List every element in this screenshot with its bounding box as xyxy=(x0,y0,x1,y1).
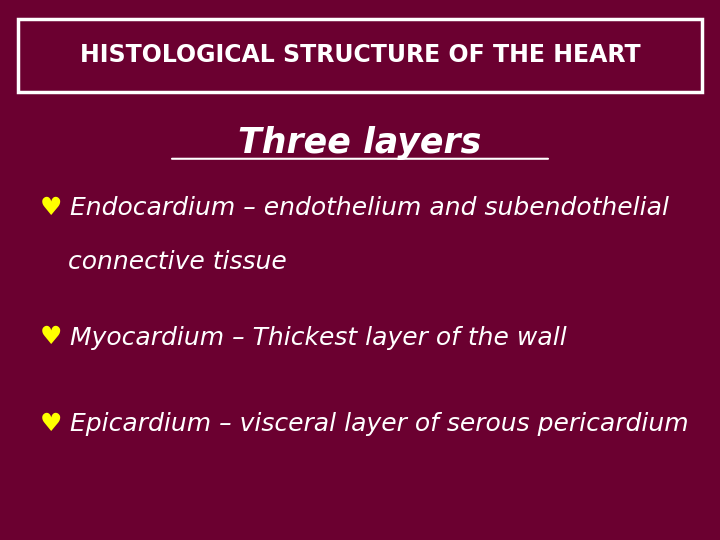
Text: connective tissue: connective tissue xyxy=(68,250,287,274)
Text: Myocardium – Thickest layer of the wall: Myocardium – Thickest layer of the wall xyxy=(70,326,567,349)
Text: HISTOLOGICAL STRUCTURE OF THE HEART: HISTOLOGICAL STRUCTURE OF THE HEART xyxy=(80,43,640,67)
Text: ♥: ♥ xyxy=(40,412,62,436)
Text: Endocardium – endothelium and subendothelial: Endocardium – endothelium and subendothe… xyxy=(70,196,669,220)
FancyBboxPatch shape xyxy=(18,19,702,92)
Text: Three layers: Three layers xyxy=(238,126,482,160)
Text: ♥: ♥ xyxy=(40,196,62,220)
Text: ♥: ♥ xyxy=(40,326,62,349)
Text: Epicardium – visceral layer of serous pericardium: Epicardium – visceral layer of serous pe… xyxy=(70,412,688,436)
